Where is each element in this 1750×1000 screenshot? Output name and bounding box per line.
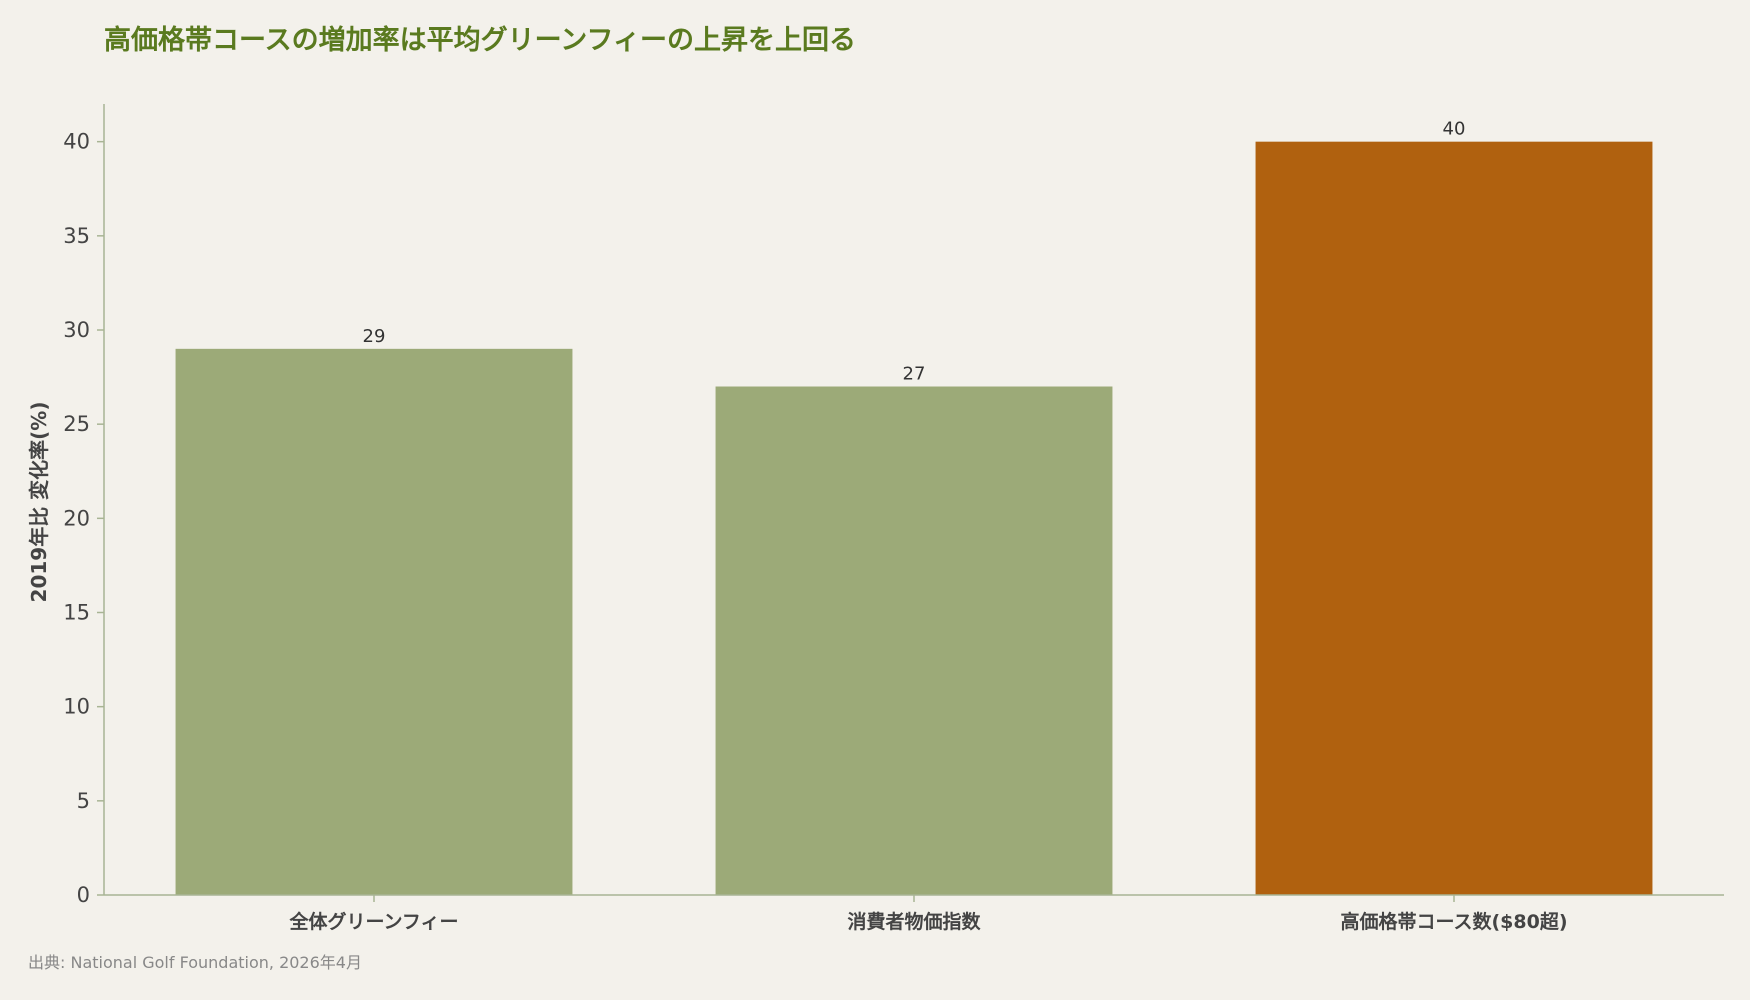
y-tick-label: 25: [63, 412, 90, 436]
y-axis-ticks: 0 5 10 15 20 25 30 35 40: [63, 130, 104, 907]
y-tick-label: 20: [63, 506, 90, 530]
y-tick-label: 35: [63, 224, 90, 248]
bar-value-label: 40: [1443, 119, 1466, 140]
y-tick-label: 40: [63, 130, 90, 154]
bar-value-label: 27: [903, 364, 926, 385]
y-tick-label: 10: [63, 695, 90, 719]
y-tick-label: 30: [63, 318, 90, 342]
source-note: 出典: National Golf Foundation, 2026年4月: [28, 953, 362, 972]
x-category-label: 全体グリーンフィー: [288, 910, 458, 933]
x-category-label: 高価格帯コース数($80超): [1340, 910, 1567, 933]
chart-title: 高価格帯コースの増加率は平均グリーンフィーの上昇を上回る: [104, 24, 856, 56]
bar: [1255, 141, 1653, 895]
y-tick-label: 15: [63, 601, 90, 625]
bar: [175, 348, 573, 895]
bars-group: 29 27 40: [175, 119, 1653, 895]
y-axis-label: 2019年比 変化率(%): [27, 402, 51, 603]
bar-value-label: 29: [363, 326, 386, 347]
y-tick-label: 0: [77, 883, 90, 907]
y-tick-label: 5: [77, 789, 90, 813]
bar: [715, 386, 1113, 895]
x-category-label: 消費者物価指数: [847, 910, 981, 933]
x-axis-ticks: 全体グリーンフィー 消費者物価指数 高価格帯コース数($80超): [288, 895, 1568, 933]
